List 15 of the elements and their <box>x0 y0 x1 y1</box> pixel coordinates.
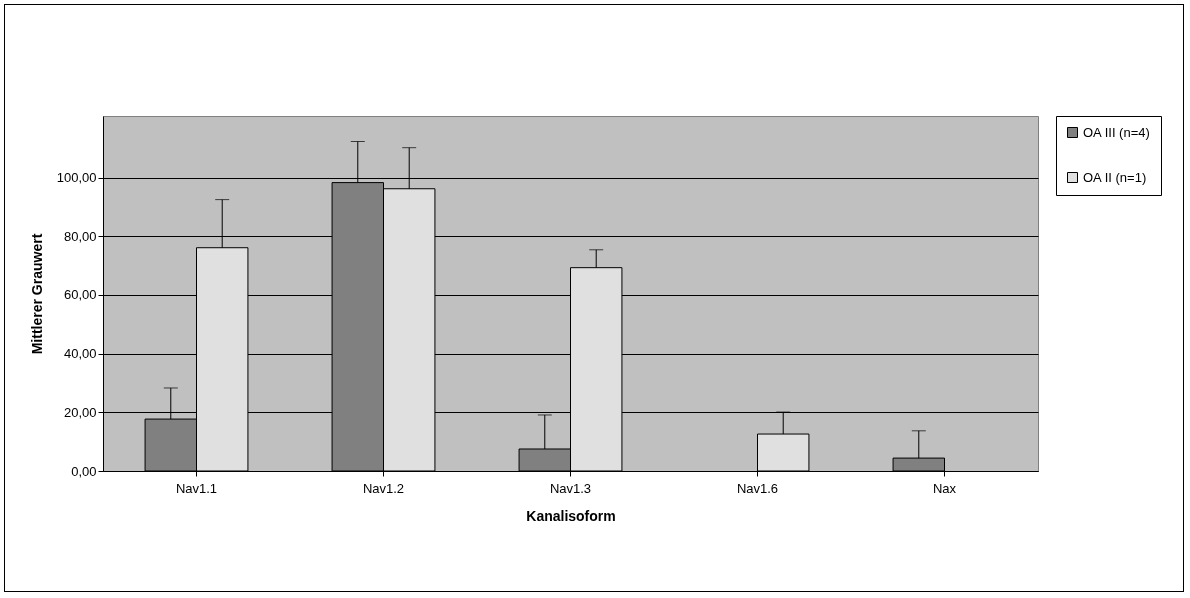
y-tick-label: 80,00 <box>63 228 97 244</box>
x-tick-label: Nax <box>932 480 957 496</box>
y-tick-label: 40,00 <box>63 346 97 362</box>
x-axis-title: Kanalisoform <box>526 507 616 524</box>
y-tick-label: 60,00 <box>63 287 97 303</box>
y-tick-label: 0,00 <box>71 463 97 479</box>
y-tick-label: 20,00 <box>63 404 97 420</box>
x-tick-label: Nav1.2 <box>362 480 405 496</box>
y-axis-title: Mittlerer Grauwert <box>28 233 45 355</box>
x-tick-label: Nav1.6 <box>736 480 779 496</box>
y-tick-label: 100,00 <box>56 170 97 186</box>
legend-label: OA III (n=4) <box>1083 124 1150 140</box>
legend-label: OA II (n=1) <box>1083 169 1147 185</box>
x-tick-label: Nav1.3 <box>549 480 592 496</box>
x-tick-label: Nav1.1 <box>175 480 218 496</box>
